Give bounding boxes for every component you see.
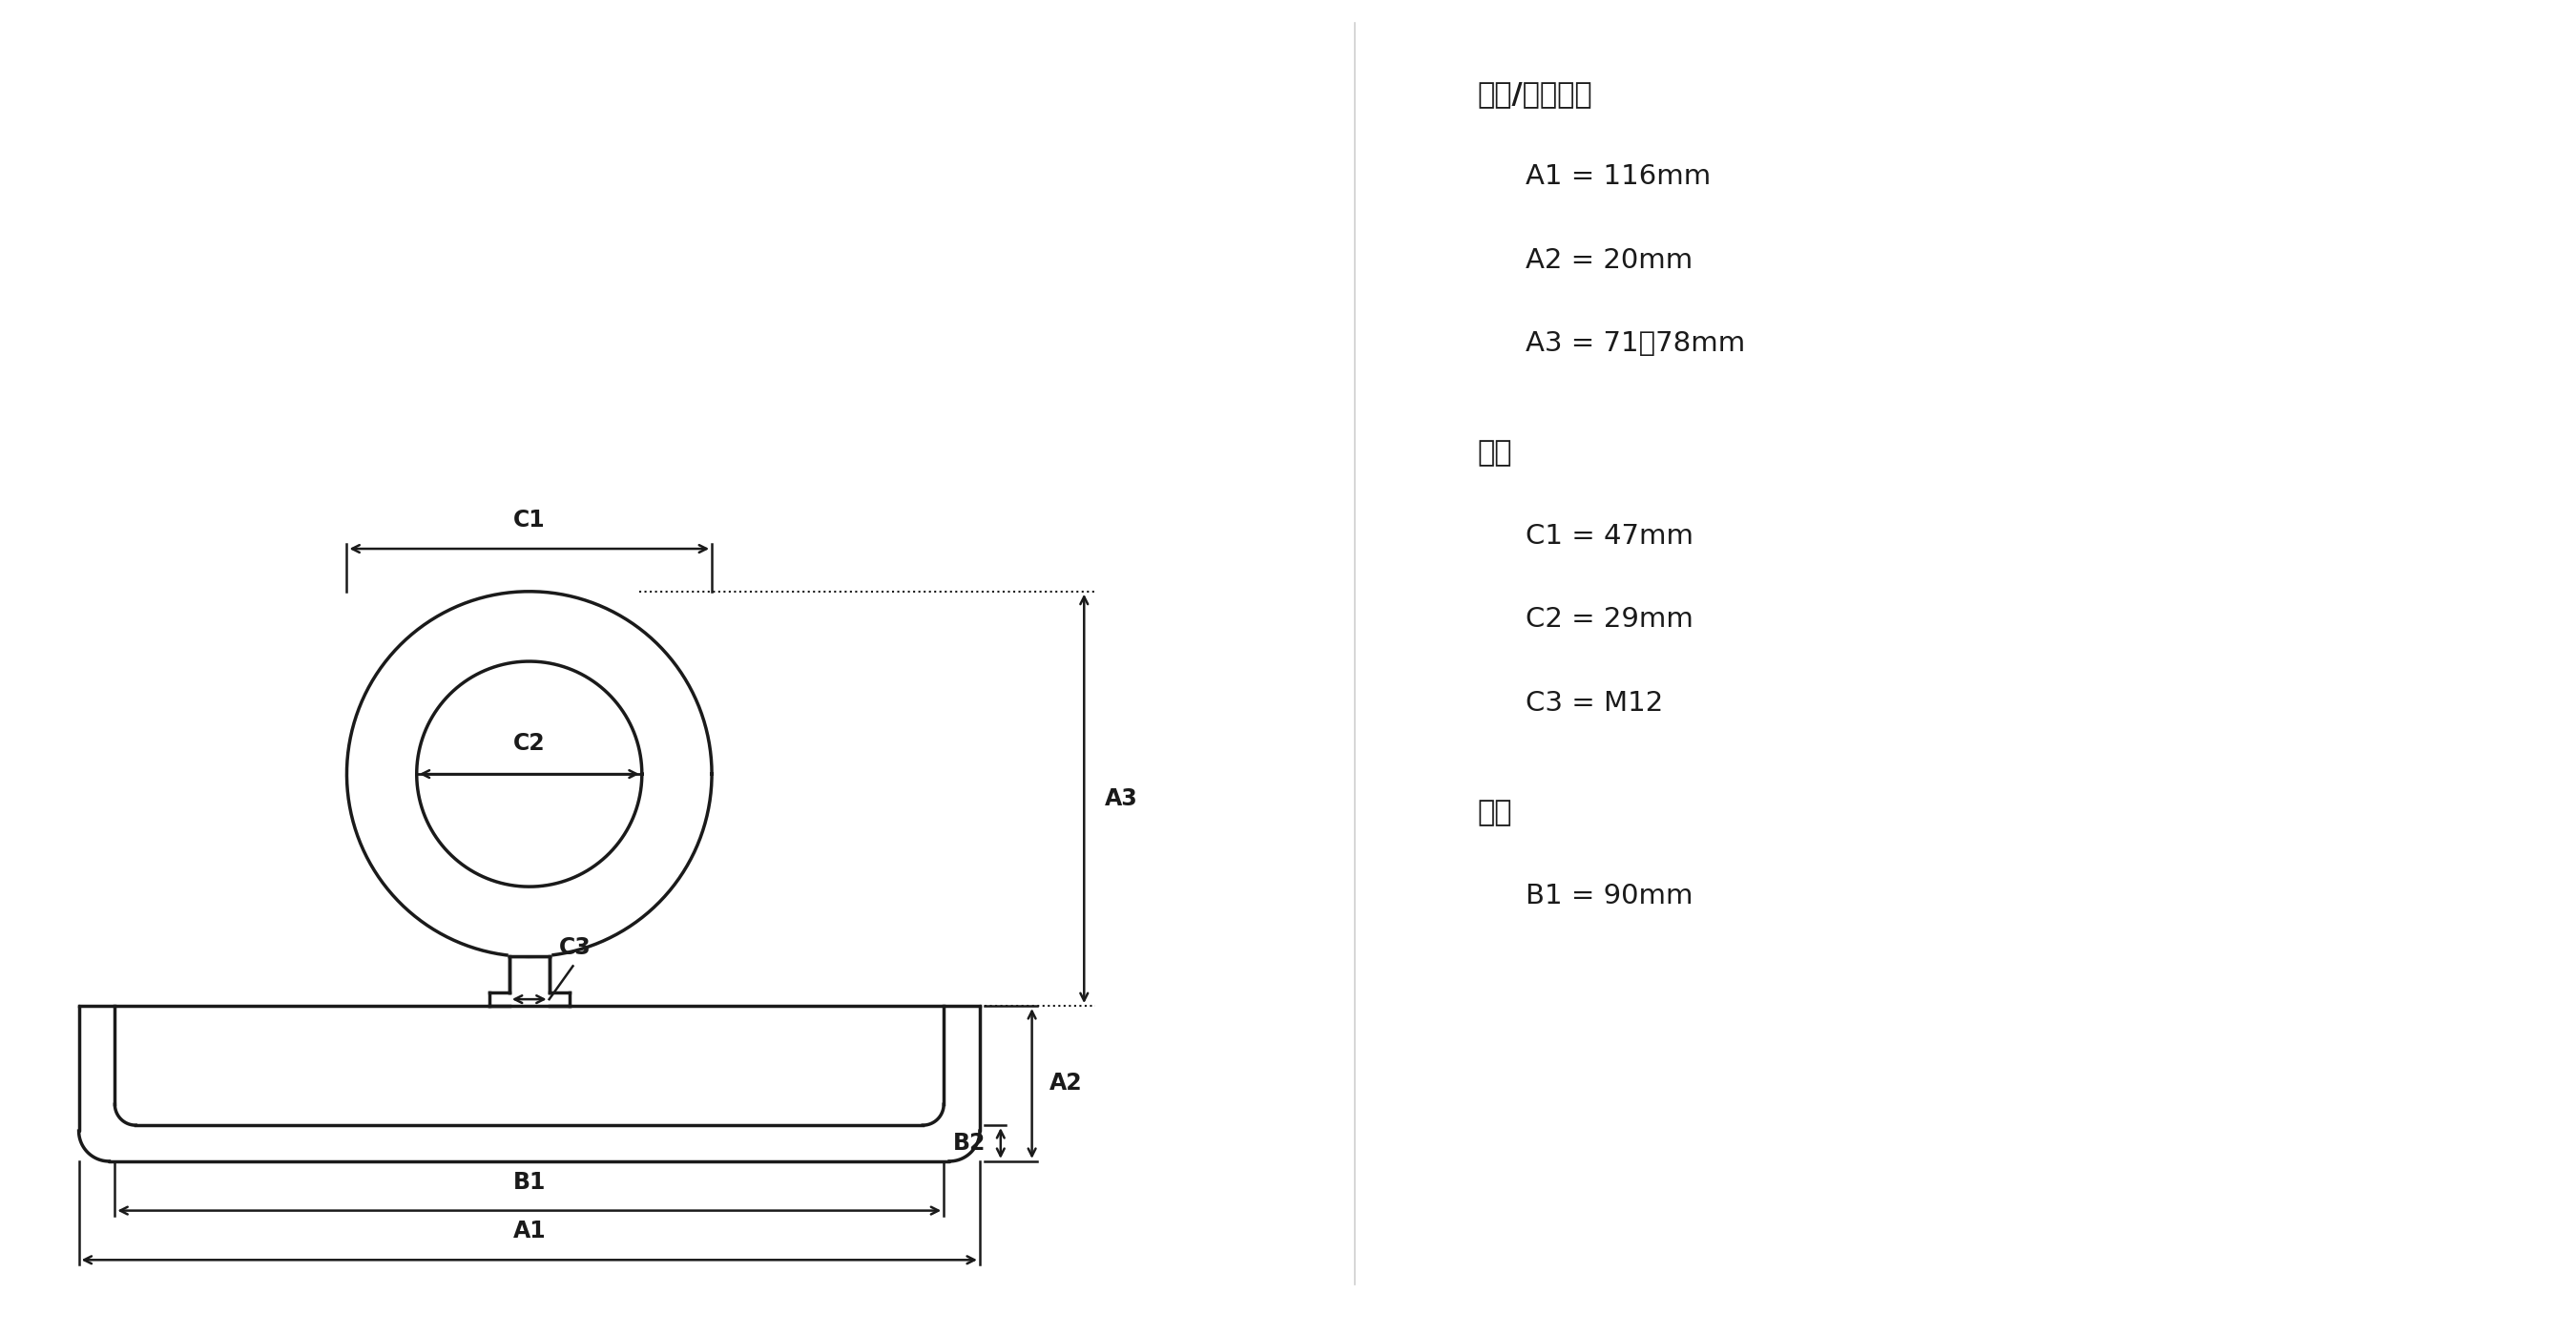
Text: 吊環: 吊環	[1479, 440, 1512, 468]
Text: A1 = 116mm: A1 = 116mm	[1525, 163, 1710, 190]
Text: 磁鐵: 磁鐵	[1479, 799, 1512, 827]
Text: A2 = 20mm: A2 = 20mm	[1525, 247, 1692, 274]
Text: B2: B2	[953, 1132, 987, 1154]
Text: C2 = 29mm: C2 = 29mm	[1525, 607, 1692, 633]
Text: A3 = 71～78mm: A3 = 71～78mm	[1525, 330, 1744, 357]
Text: C2: C2	[513, 732, 546, 755]
Text: B1 = 90mm: B1 = 90mm	[1525, 882, 1692, 908]
Text: C3 = M12: C3 = M12	[1525, 689, 1662, 716]
Text: C1 = 47mm: C1 = 47mm	[1525, 522, 1692, 549]
Text: A3: A3	[1105, 787, 1139, 810]
Text: A2: A2	[1048, 1071, 1082, 1096]
Text: 鐵殼/不鏽鋼殼: 鐵殼/不鏽鋼殼	[1479, 80, 1592, 107]
Text: A1: A1	[513, 1220, 546, 1242]
Text: C3: C3	[559, 937, 590, 959]
Text: B1: B1	[513, 1170, 546, 1193]
Text: C1: C1	[513, 509, 546, 532]
Bar	[507, 951, 551, 958]
